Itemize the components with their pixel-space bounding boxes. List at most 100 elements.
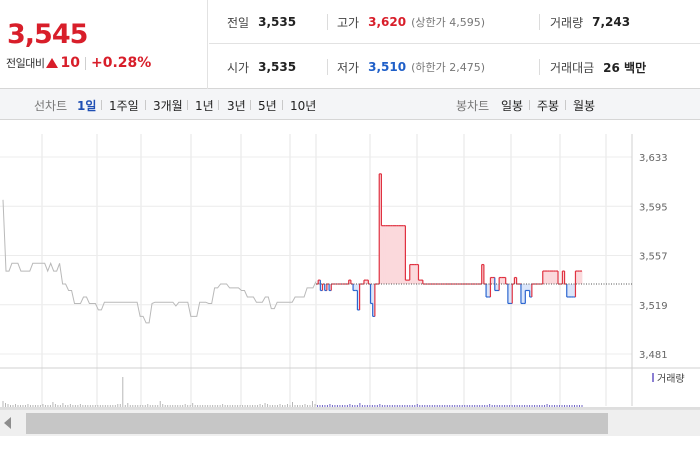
up-fill <box>398 225 402 285</box>
divider <box>187 100 188 110</box>
up-fill <box>492 277 496 285</box>
up-fill <box>577 271 581 285</box>
divider <box>539 14 540 30</box>
up-fill <box>401 225 404 285</box>
up-fill <box>390 225 393 285</box>
down-fill <box>566 284 570 297</box>
up-fill <box>481 264 485 285</box>
quote-header: 3,545 전일대비 10 +0.28% 전일 3,535 고가 3,620 (… <box>0 0 700 89</box>
prev-close-label: 전일 <box>227 15 250 30</box>
down-fill <box>527 284 531 291</box>
up-fill <box>379 173 382 285</box>
down-fill <box>510 284 513 304</box>
down-fill <box>486 284 489 297</box>
period-3m[interactable]: 3개월 <box>153 99 183 113</box>
candle-chart-label: 봉차트 <box>456 99 490 113</box>
down-fill <box>496 284 500 291</box>
volume-legend-label: 거래량 <box>657 373 685 385</box>
divider <box>565 100 566 110</box>
change-row: 전일대비 10 +0.28% <box>6 55 151 71</box>
up-fill <box>414 264 417 285</box>
up-fill <box>553 271 557 285</box>
open-cell: 시가 3,535 <box>227 45 296 89</box>
divider <box>250 100 251 110</box>
divider <box>101 100 102 110</box>
prev-close-cell: 전일 3,535 <box>227 0 296 44</box>
up-fill <box>544 271 548 285</box>
divider <box>145 100 146 110</box>
bottom-strip <box>0 436 700 450</box>
trade-value-cell: 거래대금 26 백만 <box>550 45 646 89</box>
chart-scrollbar[interactable] <box>0 409 700 436</box>
up-fill <box>392 225 395 285</box>
price-chart-svg: 3,633 3,595 3,557 3,519 3,481 거래량 <box>0 134 700 409</box>
down-fill <box>571 284 574 297</box>
high-label: 고가 <box>337 15 360 30</box>
up-fill <box>407 280 411 285</box>
down-fill <box>525 284 528 291</box>
chart-toolbar: 선차트 1일 1주일 3개월 1년 3년 5년 10년 봉차트 일봉 주봉 월봉 <box>0 89 700 120</box>
up-fill <box>416 264 419 285</box>
down-fill <box>329 284 332 291</box>
up-fill <box>394 225 398 285</box>
up-fill <box>385 225 389 285</box>
down-fill <box>494 284 498 291</box>
divider <box>327 59 328 75</box>
divider <box>539 59 540 75</box>
down-fill <box>355 284 358 291</box>
down-fill <box>353 284 356 291</box>
scroll-left-arrow-icon[interactable] <box>4 417 11 429</box>
trade-value-label: 거래대금 <box>550 60 595 75</box>
up-fill <box>405 280 408 285</box>
down-fill <box>520 284 524 304</box>
up-fill <box>348 280 352 285</box>
up-fill <box>383 225 387 285</box>
volume-label: 거래량 <box>550 15 584 30</box>
down-fill <box>324 284 328 291</box>
down-fill <box>507 284 511 304</box>
change-percent: +0.28% <box>90 55 152 71</box>
prev-close-value: 3,535 <box>258 15 297 29</box>
down-fill <box>523 284 526 304</box>
open-value: 3,535 <box>258 60 297 74</box>
up-fill <box>562 271 565 285</box>
low-label: 저가 <box>337 60 360 75</box>
high-value: 3,620 <box>368 15 407 29</box>
period-1w[interactable]: 1주일 <box>109 99 139 113</box>
period-1y[interactable]: 1년 <box>195 99 214 113</box>
y-tick-label: 3,557 <box>639 252 668 263</box>
trade-value: 26 백만 <box>603 60 647 75</box>
period-5y[interactable]: 5년 <box>258 99 277 113</box>
high-cell: 고가 3,620 (상한가 4,595) <box>337 0 485 44</box>
price-chart[interactable]: 3,633 3,595 3,557 3,519 3,481 거래량 <box>0 120 700 450</box>
y-tick-label: 3,519 <box>639 301 668 312</box>
up-fill <box>579 271 583 285</box>
divider <box>282 100 283 110</box>
quote-row: 전일 3,535 고가 3,620 (상한가 4,595) 거래량 7,243 <box>209 0 700 44</box>
change-value: 10 <box>60 55 80 71</box>
scroll-thumb[interactable] <box>26 413 608 434</box>
period-3y[interactable]: 3년 <box>227 99 246 113</box>
line-chart-label: 선차트 <box>34 99 68 113</box>
down-fill <box>320 284 323 291</box>
y-tick-label: 3,481 <box>639 350 668 361</box>
up-fill <box>551 271 555 285</box>
down-fill <box>370 284 374 304</box>
up-fill <box>403 225 406 285</box>
period-10y[interactable]: 10년 <box>290 99 317 113</box>
candle-monthly[interactable]: 월봉 <box>573 99 596 113</box>
down-fill <box>529 284 533 297</box>
divider <box>218 100 219 110</box>
up-fill <box>366 280 369 285</box>
up-fill <box>549 271 552 285</box>
divider <box>327 14 328 30</box>
up-fill <box>318 280 321 285</box>
divider <box>529 100 530 110</box>
up-fill <box>418 280 422 285</box>
period-1d[interactable]: 1일 <box>77 99 97 113</box>
upper-limit: (상한가 4,595) <box>411 16 485 29</box>
up-fill <box>501 277 504 285</box>
up-triangle-icon <box>46 58 59 68</box>
candle-daily[interactable]: 일봉 <box>501 99 524 113</box>
candle-weekly[interactable]: 주봉 <box>537 99 560 113</box>
